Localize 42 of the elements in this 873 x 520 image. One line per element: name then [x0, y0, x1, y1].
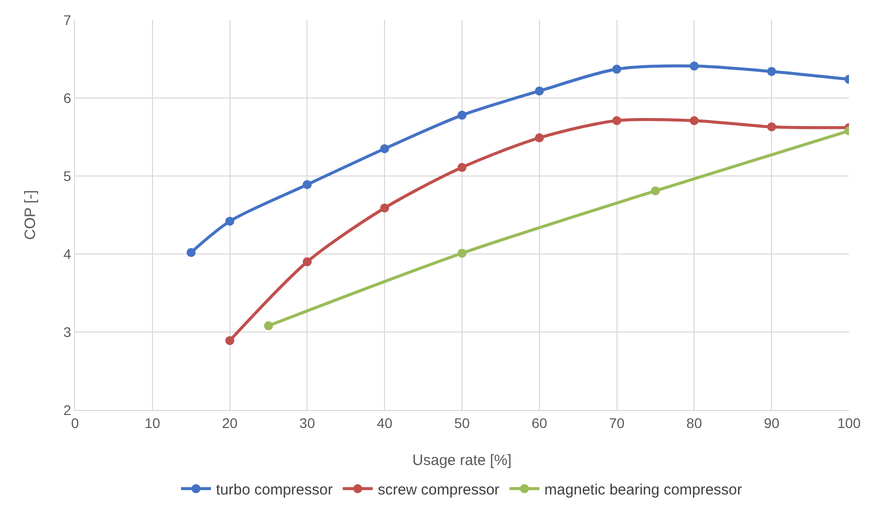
point — [651, 186, 660, 196]
y-tick-label: 7 — [63, 12, 72, 28]
point — [458, 162, 466, 172]
point — [225, 216, 234, 226]
point — [458, 248, 466, 258]
y-tick-label: 3 — [63, 324, 72, 340]
point — [612, 64, 622, 74]
legend-label: screw compressor — [378, 482, 500, 498]
point — [302, 180, 312, 190]
x-tick-label: 100 — [837, 414, 861, 431]
point — [458, 110, 466, 120]
x-tick-label: 20 — [222, 414, 238, 431]
x-tick-label: 60 — [532, 414, 548, 431]
y-tick-label: 4 — [63, 246, 72, 262]
point — [302, 257, 312, 266]
point — [534, 133, 544, 142]
x-tick-label: 10 — [144, 414, 160, 431]
point — [225, 336, 234, 346]
point — [767, 122, 776, 132]
x-tick-label: 0 — [71, 414, 80, 431]
point — [690, 116, 699, 126]
x-tick-label: 30 — [299, 414, 316, 431]
y-axis-title: COP [-] — [22, 190, 39, 240]
y-tick-label: 5 — [63, 168, 72, 184]
legend-label: turbo compressor — [216, 482, 333, 498]
point — [186, 248, 196, 257]
y-tick-label: 2 — [63, 402, 72, 418]
point — [767, 66, 776, 76]
x-axis-title: Usage rate [%] — [412, 452, 512, 469]
x-tick-label: 40 — [376, 414, 393, 431]
legend-label: magnetic bearing compressor — [544, 482, 742, 498]
point — [264, 321, 273, 330]
point — [380, 144, 390, 154]
x-tick-label: 50 — [454, 414, 470, 431]
point — [380, 203, 390, 212]
point — [690, 62, 699, 71]
x-tick-label: 70 — [609, 414, 625, 431]
y-tick-label: 6 — [63, 90, 72, 106]
x-tick-label: 80 — [686, 414, 702, 431]
point — [534, 86, 544, 96]
point — [612, 116, 622, 126]
x-tick-label: 90 — [764, 414, 780, 431]
